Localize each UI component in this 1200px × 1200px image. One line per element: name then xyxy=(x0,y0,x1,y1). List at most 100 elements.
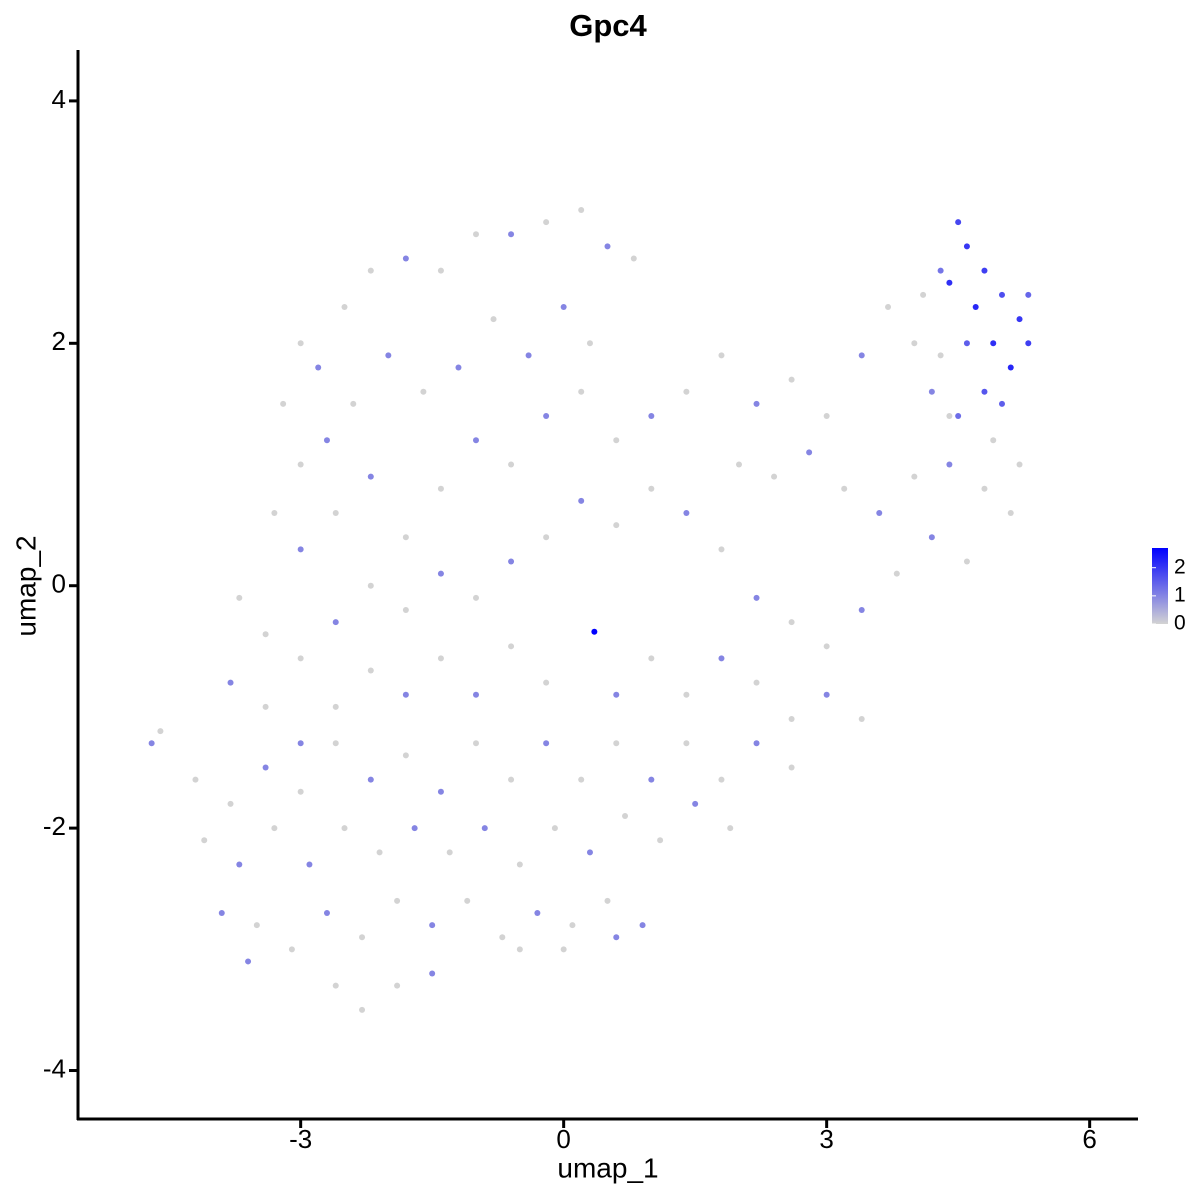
cell-point xyxy=(963,340,970,347)
cell-point xyxy=(604,243,611,250)
x-axis-label: umap_1 xyxy=(557,1152,658,1183)
cell-point xyxy=(613,691,620,698)
cell-point xyxy=(578,206,585,213)
cell-point xyxy=(560,946,567,953)
cell-point xyxy=(306,861,313,868)
cell-point xyxy=(543,219,550,226)
chart-title: Gpc4 xyxy=(569,8,647,43)
colorbar xyxy=(1152,548,1168,624)
cell-point xyxy=(788,764,795,771)
cell-point xyxy=(911,340,918,347)
y-tick-label: 2 xyxy=(52,326,66,356)
cell-point xyxy=(271,509,278,516)
cell-point xyxy=(981,485,988,492)
cell-point xyxy=(543,679,550,686)
cell-point xyxy=(648,655,655,662)
cell-point xyxy=(490,316,497,323)
cell-point xyxy=(937,267,944,274)
cell-point xyxy=(858,716,865,723)
cell-point xyxy=(727,825,734,832)
cell-point xyxy=(402,606,409,613)
cell-point xyxy=(543,534,550,541)
cell-point xyxy=(420,388,427,395)
y-tick-label: 0 xyxy=(52,569,66,599)
cell-point xyxy=(648,776,655,783)
cell-point xyxy=(753,740,760,747)
cell-point xyxy=(429,970,436,977)
cell-point xyxy=(543,413,550,420)
cell-point xyxy=(586,340,593,347)
cell-point xyxy=(963,558,970,565)
y-tick-label: -4 xyxy=(43,1053,66,1083)
y-tick-label: 4 xyxy=(52,84,66,114)
cell-point xyxy=(630,255,637,262)
cell-point xyxy=(586,849,593,856)
cell-point xyxy=(236,594,243,601)
cell-point xyxy=(437,788,444,795)
cell-point xyxy=(394,982,401,989)
cell-point xyxy=(481,825,488,832)
cell-point xyxy=(402,691,409,698)
cell-point xyxy=(271,825,278,832)
cell-point xyxy=(648,413,655,420)
cell-point xyxy=(569,922,576,929)
cell-point xyxy=(297,788,304,795)
cell-point xyxy=(367,667,374,674)
cell-point xyxy=(236,861,243,868)
cell-point xyxy=(350,400,357,407)
cell-point xyxy=(718,655,725,662)
cell-point xyxy=(718,776,725,783)
cell-point xyxy=(385,352,392,359)
cell-point xyxy=(508,558,515,565)
cell-point xyxy=(508,776,515,783)
cell-point xyxy=(262,764,269,771)
cell-point xyxy=(262,703,269,710)
cell-point xyxy=(613,934,620,941)
cell-point xyxy=(245,958,252,965)
cell-point xyxy=(613,522,620,529)
cell-point xyxy=(499,934,506,941)
cell-point xyxy=(885,303,892,310)
cell-point xyxy=(341,303,348,310)
cell-point xyxy=(464,897,471,904)
x-tick-label: -3 xyxy=(289,1124,312,1154)
cell-point xyxy=(297,461,304,468)
cell-point xyxy=(946,279,953,286)
cell-point xyxy=(297,340,304,347)
cell-point xyxy=(508,643,515,650)
cell-point xyxy=(1016,316,1023,323)
cell-point xyxy=(218,909,225,916)
cell-point xyxy=(753,400,760,407)
cell-point xyxy=(332,509,339,516)
cell-point xyxy=(297,546,304,553)
cell-point xyxy=(841,485,848,492)
colorbar-tick-label: 2 xyxy=(1174,555,1186,578)
colorbar-tick-label: 1 xyxy=(1174,583,1186,606)
cell-point xyxy=(473,437,480,444)
cell-point xyxy=(508,231,515,238)
cell-point xyxy=(718,352,725,359)
cell-point xyxy=(551,825,558,832)
cell-point xyxy=(262,631,269,638)
cell-point xyxy=(823,691,830,698)
cell-point xyxy=(297,655,304,662)
cell-point xyxy=(1016,461,1023,468)
cell-point xyxy=(578,776,585,783)
cell-point xyxy=(998,291,1005,298)
cell-point xyxy=(622,812,629,819)
cell-point xyxy=(227,800,234,807)
cell-point xyxy=(367,582,374,589)
cell-point xyxy=(998,400,1005,407)
cell-point xyxy=(788,376,795,383)
cell-point xyxy=(332,982,339,989)
cell-point xyxy=(148,740,155,747)
cell-point xyxy=(911,473,918,480)
cell-point xyxy=(735,461,742,468)
cell-point xyxy=(718,546,725,553)
cell-point xyxy=(604,897,611,904)
cell-point xyxy=(683,691,690,698)
cell-point xyxy=(990,437,997,444)
cell-point xyxy=(516,946,523,953)
cell-point xyxy=(437,570,444,577)
cell-point xyxy=(928,534,935,541)
